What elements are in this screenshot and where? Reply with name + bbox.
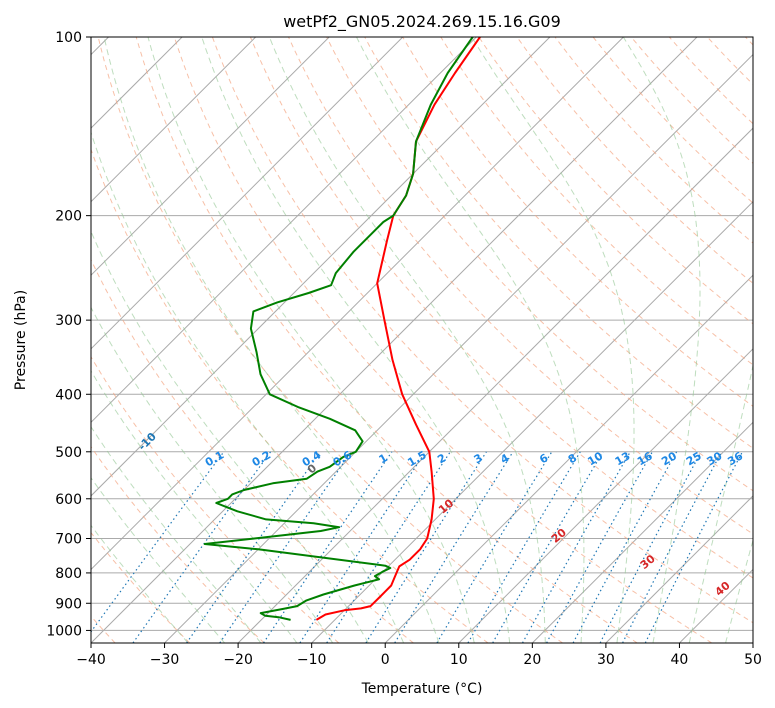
moist-adiabat-15 <box>201 37 511 643</box>
dry-adiabat--30 <box>91 531 191 643</box>
isotherm--60 <box>91 37 551 497</box>
mixing-ratio-line-9 <box>436 451 553 643</box>
mixing-ratio-line-7 <box>365 451 487 643</box>
x-axis-label: Temperature (°C) <box>361 681 483 697</box>
mixing-ratio-line-6 <box>326 451 451 643</box>
x-tick-label: 0 <box>381 652 390 668</box>
y-tick-label: 400 <box>55 387 82 403</box>
dewpoint-profile-line <box>203 37 474 621</box>
x-tick-label: −40 <box>76 652 106 668</box>
mixing-ratio-line-5 <box>299 451 426 643</box>
isotherm--50 <box>91 37 624 571</box>
moist-adiabat-5 <box>103 37 440 643</box>
y-tick-label: 800 <box>55 566 82 582</box>
isotherm--90 <box>91 37 330 276</box>
isotherm--70 <box>91 37 477 424</box>
y-tick-label: 100 <box>55 30 82 46</box>
mixing-ratio-line-3 <box>219 451 352 643</box>
y-tick-label: 300 <box>55 313 82 329</box>
isotherm-20 <box>531 421 753 643</box>
dry-adiabat-50 <box>211 37 753 624</box>
x-tick-label: 10 <box>450 652 468 668</box>
moist-adiabat-35 <box>622 37 701 643</box>
x-tick-label: −20 <box>223 652 253 668</box>
dry-adiabat-10 <box>91 148 489 643</box>
isotherm--30 <box>164 53 753 643</box>
moist-adiabat-10 <box>147 37 475 643</box>
dry-adiabat-100 <box>402 37 753 407</box>
y-tick-label: 1000 <box>46 623 82 639</box>
isotherm-30 <box>605 495 753 643</box>
plot-frame <box>90 36 754 644</box>
y-axis-label: Pressure (hPa) <box>13 290 29 390</box>
isotherm-10 <box>458 348 753 643</box>
x-tick-label: 50 <box>744 652 762 668</box>
y-tick-label: 200 <box>55 209 82 225</box>
x-tick-label: 20 <box>523 652 541 668</box>
mixing-ratio-line-2 <box>186 451 321 643</box>
dry-adiabat-110 <box>440 37 753 366</box>
isotherm--80 <box>91 37 404 350</box>
dry-adiabat-0 <box>91 258 414 643</box>
mixing-ratio-line-8 <box>394 451 514 643</box>
moist-adiabat--15 <box>91 370 298 643</box>
moist-adiabat-40 <box>688 363 753 643</box>
x-tick-label: 40 <box>671 652 689 668</box>
dry-adiabat--20 <box>91 445 265 643</box>
y-tick-label: 600 <box>55 492 82 508</box>
chart-title: wetPf2_GN05.2024.269.15.16.G09 <box>283 12 561 32</box>
tick-layer: −40 −30 −20 −10 0 10 20 30 40 50 1000 900 800 700 600 5… <box>46 30 762 668</box>
y-tick-label: 900 <box>55 596 82 612</box>
x-tick-label: −30 <box>150 652 180 668</box>
dry-adiabat-30 <box>135 37 638 643</box>
moist-adiabat-20 <box>268 37 546 643</box>
moist-adiabat--10 <box>91 306 334 643</box>
isotherm-0 <box>384 274 753 643</box>
isotherm--100 <box>91 37 257 203</box>
mixing-ratio-line-10 <box>467 451 581 643</box>
moist-adiabat-30 <box>471 37 635 643</box>
y-tick-label: 700 <box>55 532 82 548</box>
grid-layer <box>91 37 753 643</box>
mixing-ratio-line-4 <box>262 451 393 643</box>
dry-adiabat-20 <box>97 37 563 643</box>
dry-adiabat-130 <box>516 37 753 284</box>
moist-adiabat-25 <box>356 37 585 643</box>
moist-adiabat--20 <box>91 425 262 643</box>
mixing-ratio-line-14 <box>572 451 678 643</box>
dry-adiabat-60 <box>249 37 753 579</box>
moist-adiabat--25 <box>91 476 225 643</box>
x-tick-label: 30 <box>597 652 615 668</box>
x-tick-label: −10 <box>297 652 327 668</box>
isotherm--20 <box>237 127 753 643</box>
dry-adiabat-40 <box>173 37 713 643</box>
moist-adiabat--30 <box>91 524 189 643</box>
isotherm--40 <box>91 37 698 643</box>
y-tick-label: 500 <box>55 445 82 461</box>
dry-adiabat-70 <box>288 37 753 535</box>
moist-adiabat-0 <box>91 130 405 643</box>
series-layer <box>203 37 481 621</box>
mixing-ratio-line-15 <box>599 451 702 643</box>
moist-adiabat-45 <box>725 538 753 643</box>
